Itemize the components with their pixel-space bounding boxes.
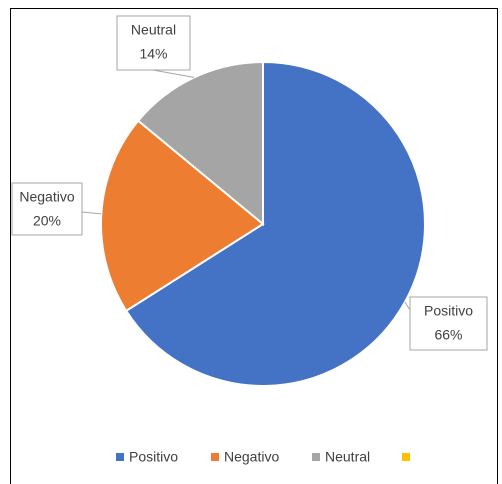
data-label-box [116, 15, 191, 71]
legend-label: Neutral [325, 449, 370, 465]
legend-swatch [211, 453, 219, 461]
leader-line [152, 69, 195, 78]
data-label-category: Neutral [131, 22, 176, 38]
legend-swatch [312, 453, 320, 461]
data-label-value: 14% [139, 46, 167, 62]
pie-slice [136, 60, 264, 227]
data-label-value: 66% [434, 327, 462, 343]
data-label-category: Positivo [424, 303, 473, 319]
legend-label: Positivo [129, 449, 178, 465]
data-label-box [11, 182, 83, 236]
legend-label: Negativo [224, 449, 279, 465]
legend-swatch [402, 453, 410, 461]
data-label-value: 20% [33, 213, 61, 229]
data-label-category: Negativo [19, 189, 74, 205]
data-label-box [409, 296, 488, 351]
leader-line [404, 301, 411, 311]
leader-line [81, 211, 102, 215]
legend-swatch [116, 453, 124, 461]
